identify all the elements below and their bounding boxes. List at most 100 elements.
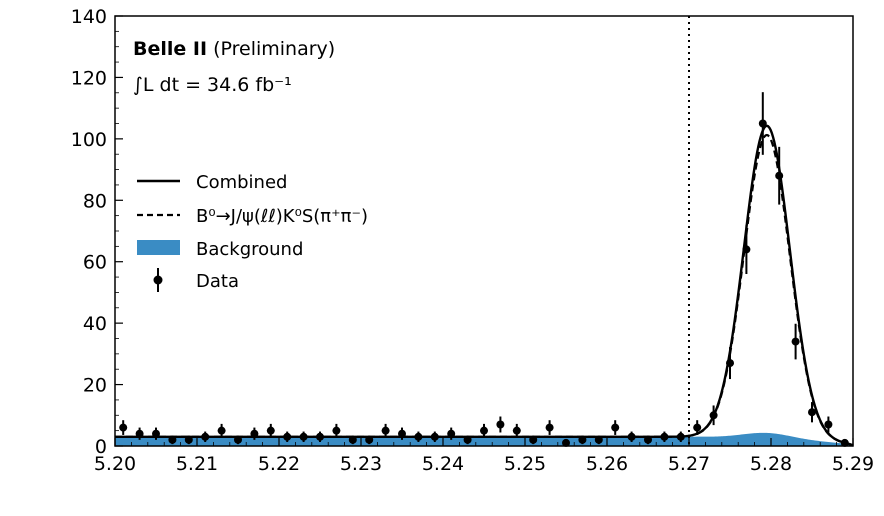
y-tick-label: 140: [71, 6, 107, 28]
y-tick-label: 80: [83, 190, 107, 212]
data-point: [201, 431, 210, 443]
data-marker: [480, 426, 488, 435]
data-marker: [660, 432, 669, 441]
data-point: [742, 224, 751, 274]
x-tick-label: 5.23: [340, 453, 382, 475]
data-point: [283, 431, 292, 443]
x-tick-label: 5.20: [94, 453, 136, 475]
y-tick-label: 120: [71, 67, 107, 89]
data-point: [398, 427, 406, 440]
y-tick-label: 100: [71, 129, 107, 151]
data-point: [447, 427, 456, 440]
data-marker: [627, 432, 636, 441]
legend-background-swatch: [137, 240, 180, 255]
data-marker: [611, 423, 620, 432]
data-point: [562, 438, 570, 447]
data-point: [512, 423, 521, 438]
data-point: [234, 435, 242, 445]
data-point: [758, 92, 767, 155]
data-marker: [529, 435, 538, 444]
data-marker: [266, 426, 275, 435]
legend-data-label: Data: [196, 271, 239, 292]
data-point: [824, 416, 833, 433]
data-point: [693, 420, 702, 435]
data-point: [644, 435, 652, 445]
data-points: [119, 92, 849, 447]
data-marker: [414, 432, 423, 441]
data-marker: [234, 435, 242, 444]
data-point: [365, 435, 374, 445]
data-point: [480, 423, 488, 438]
data-point: [168, 435, 177, 445]
data-point: [709, 405, 718, 426]
data-marker: [217, 426, 226, 435]
data-point: [660, 431, 669, 443]
x-tick-label: 5.29: [832, 453, 874, 475]
svg-text:Belle II (Prelim: Belle II (Preliminary): [133, 38, 335, 60]
experiment-status: (Preliminary): [213, 38, 335, 60]
data-point: [332, 423, 341, 438]
data-marker: [299, 432, 308, 441]
data-point: [808, 402, 816, 423]
data-marker: [693, 423, 702, 432]
x-axis: 5.20 5.21 5.22 5.23 5.24 5.25 5.26 5.27 5.28 5.29: [94, 438, 874, 475]
y-tick-label: 0: [95, 436, 107, 458]
data-marker: [824, 420, 833, 429]
data-marker: [496, 420, 505, 429]
plot-area: [115, 16, 854, 447]
data-point: [529, 435, 538, 445]
data-marker: [512, 426, 521, 435]
data-point: [676, 431, 685, 443]
x-tick-label: 5.22: [258, 453, 300, 475]
x-tick-label: 5.28: [750, 453, 792, 475]
data-point: [430, 431, 439, 443]
data-marker: [742, 245, 751, 254]
data-marker: [463, 435, 472, 444]
data-marker: [332, 426, 341, 435]
data-point: [184, 435, 193, 445]
data-marker: [381, 426, 390, 435]
data-marker: [398, 429, 406, 438]
background-fill: [115, 432, 853, 446]
data-marker: [447, 429, 456, 438]
data-marker: [250, 429, 259, 438]
data-marker: [758, 119, 767, 128]
data-marker: [726, 359, 734, 368]
data-marker: [578, 435, 587, 444]
x-tick-label: 5.21: [176, 453, 218, 475]
y-tick-label: 20: [83, 375, 107, 397]
data-marker: [348, 435, 357, 444]
data-point: [316, 431, 324, 443]
data-marker: [152, 429, 160, 438]
data-point: [611, 420, 620, 435]
legend: Combined B⁰→J/ψ(ℓℓ)K⁰S(π⁺π⁻) Background …: [137, 172, 368, 292]
data-point: [775, 146, 784, 205]
data-marker: [562, 438, 570, 447]
data-marker: [184, 435, 193, 444]
data-marker: [709, 411, 718, 420]
data-point: [250, 427, 259, 440]
data-marker: [316, 432, 324, 441]
data-point: [594, 435, 603, 445]
x-tick-label: 5.25: [504, 453, 546, 475]
x-tick-label: 5.27: [668, 453, 710, 475]
data-point: [545, 420, 554, 435]
data-marker: [283, 432, 292, 441]
data-marker: [119, 423, 128, 432]
data-point: [299, 431, 308, 443]
y-tick-label: 40: [83, 313, 107, 335]
data-marker: [808, 408, 816, 417]
legend-data-swatch: [153, 268, 163, 292]
data-point: [840, 438, 849, 447]
data-marker: [644, 435, 652, 444]
data-point: [381, 423, 390, 438]
data-marker: [775, 171, 784, 180]
data-marker: [201, 432, 210, 441]
data-marker: [430, 432, 439, 441]
data-point: [348, 435, 357, 445]
data-point: [463, 435, 472, 445]
data-point: [726, 347, 734, 380]
legend-combined-label: Combined: [196, 172, 287, 193]
data-point: [152, 427, 160, 440]
data-marker: [168, 435, 177, 444]
